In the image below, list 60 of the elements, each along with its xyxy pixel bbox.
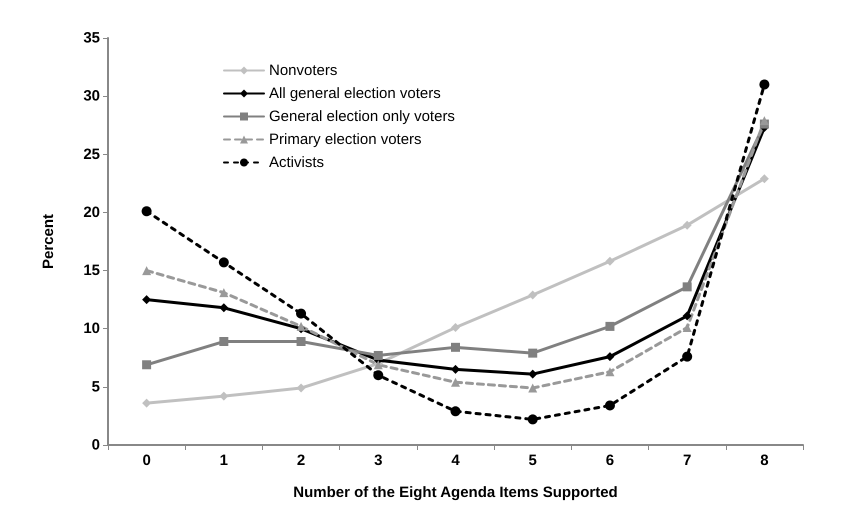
legend-label: Nonvoters (269, 62, 338, 79)
legend-label: All general election voters (269, 85, 441, 102)
x-tick-label: 0 (142, 452, 151, 469)
point (528, 370, 538, 379)
point (605, 322, 614, 331)
point (296, 322, 306, 331)
y-tick-label: 10 (83, 320, 100, 338)
x-tick-label: 4 (451, 452, 460, 469)
x-tick-label: 1 (220, 452, 228, 469)
point (605, 367, 614, 376)
point (451, 378, 460, 387)
point (605, 256, 614, 266)
point (219, 288, 228, 298)
y-tick-label: 35 (83, 30, 100, 46)
point (682, 323, 692, 332)
x-tick-label: 7 (682, 452, 692, 469)
y-axis-title: Percent (40, 214, 57, 270)
x-tick-label: 3 (374, 452, 382, 469)
y-tick-label: 25 (83, 146, 100, 163)
y-tick-label: 20 (83, 204, 100, 221)
point (142, 266, 152, 276)
legend-label: Activists (269, 154, 324, 171)
point (760, 116, 769, 126)
point (682, 282, 692, 292)
point (528, 414, 538, 424)
legend-label: Primary election voters (269, 131, 422, 148)
x-tick-label: 6 (606, 452, 614, 469)
legend-label: General election only voters (269, 108, 455, 125)
point (296, 308, 306, 319)
point (450, 406, 460, 416)
point (142, 360, 152, 370)
point (682, 311, 692, 320)
point (374, 350, 383, 360)
point (528, 348, 538, 358)
point (142, 206, 152, 216)
point (296, 384, 306, 393)
y-tick-label: 30 (83, 88, 100, 105)
point (605, 352, 614, 362)
x-tick-label: 5 (528, 452, 537, 469)
point (528, 384, 538, 393)
point (451, 364, 460, 374)
point (218, 257, 229, 268)
point (219, 337, 228, 346)
point (682, 352, 692, 362)
y-tick-label: 15 (83, 262, 100, 280)
point (296, 337, 306, 346)
point (759, 80, 770, 90)
point (760, 174, 769, 184)
point (682, 220, 692, 230)
x-tick-label: 2 (296, 452, 306, 469)
point (451, 342, 460, 352)
x-tick-label: 8 (760, 452, 769, 469)
x-axis-title: Number of the Eight Agenda Items Supported (293, 484, 618, 501)
point (528, 290, 538, 300)
point (219, 303, 228, 312)
point (604, 400, 615, 410)
point (451, 323, 460, 332)
point (373, 370, 384, 380)
y-tick-label: 0 (92, 436, 100, 454)
y-tick-label: 5 (92, 378, 100, 396)
